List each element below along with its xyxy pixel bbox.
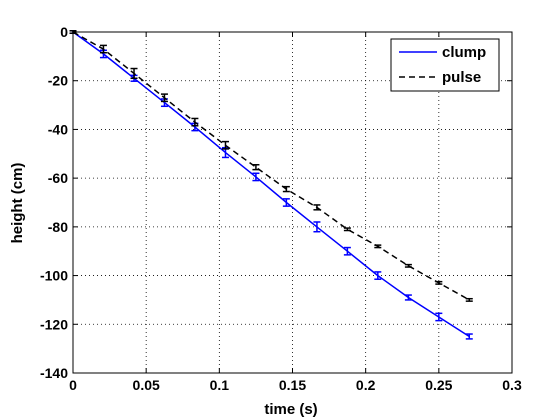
error-bar-clump: [435, 312, 443, 322]
error-bar-pulse: [465, 297, 473, 302]
error-bar-clump: [404, 294, 412, 301]
y-tick-label: -100: [40, 268, 68, 284]
y-tick-label: -20: [48, 73, 68, 89]
error-bar-pulse: [99, 44, 107, 54]
series-layer: [69, 30, 473, 340]
series-pulse: [69, 30, 473, 302]
x-tick-label: 0.2: [356, 377, 376, 393]
error-bar-clump: [252, 172, 260, 182]
error-bar-pulse: [374, 244, 382, 249]
series-line-clump: [72, 31, 470, 338]
x-tick-label: 0.15: [279, 377, 306, 393]
error-bar-clump: [343, 246, 351, 256]
error-bar-pulse: [252, 163, 260, 171]
x-tick-label: 0: [69, 377, 77, 393]
error-bar-clump: [282, 198, 290, 207]
y-tick-label: -60: [48, 170, 68, 186]
error-bar-pulse: [221, 140, 229, 150]
x-tick-label: 0.1: [210, 377, 230, 393]
legend-box: [390, 38, 500, 92]
series-line-pulse: [72, 31, 470, 301]
legend-label-clump: clump: [442, 44, 486, 61]
error-bar-pulse: [435, 280, 443, 285]
x-axis-label: time (s): [264, 401, 317, 418]
legend-label-pulse: pulse: [442, 69, 481, 86]
x-tick-label: 0.25: [425, 377, 452, 393]
y-tick-label: -140: [40, 365, 68, 381]
x-tick-label: 0.05: [133, 377, 160, 393]
error-bar-pulse: [130, 67, 138, 80]
ticks: 0 0.05 0.1 0.15 0.2 0.25 0.3 0 -20 -40 -60 -80 -100 -…: [40, 24, 522, 393]
error-bar-clump: [313, 221, 321, 233]
x-tick-label: 0.3: [502, 377, 522, 393]
error-bar-pulse: [343, 227, 351, 232]
y-axis-label: height (cm): [9, 163, 26, 244]
error-bar-pulse: [160, 93, 168, 103]
error-bar-pulse: [313, 204, 321, 211]
legend: clump pulse: [390, 38, 500, 92]
series-clump: [69, 30, 473, 340]
error-bar-pulse: [191, 117, 199, 127]
error-bar-pulse: [404, 263, 412, 268]
y-tick-label: -40: [48, 121, 68, 137]
y-tick-label: -120: [40, 316, 68, 332]
y-tick-label: -80: [48, 219, 68, 235]
error-bar-clump: [374, 271, 382, 280]
error-bar-clump: [465, 333, 473, 340]
y-tick-label: 0: [60, 24, 68, 40]
error-bar-pulse: [282, 185, 290, 193]
